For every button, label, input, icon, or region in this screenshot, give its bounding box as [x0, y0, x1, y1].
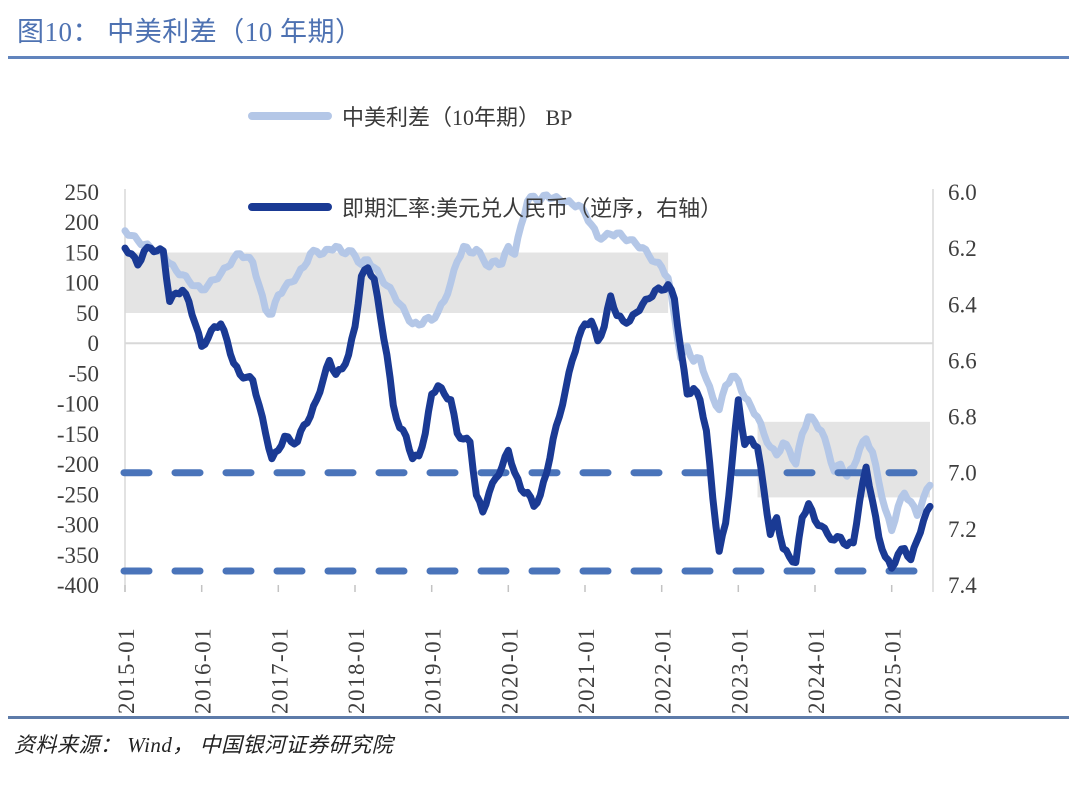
- figure-title: 图10： 中美利差（10 年期）: [17, 17, 363, 47]
- y-axis-left-label: -200: [57, 452, 99, 477]
- y-axis-left-label: 100: [65, 271, 100, 296]
- y-axis-right-label: 6.2: [948, 236, 977, 261]
- y-axis-left-label: 150: [65, 241, 100, 266]
- y-axis-left-label: 250: [65, 180, 100, 205]
- y-axis-right-label: 6.4: [948, 292, 977, 317]
- y-axis-right-label: 7.4: [948, 573, 977, 598]
- legend-label-cny: 即期汇率:美元兑人民币（逆序，右轴）: [342, 196, 723, 221]
- x-axis-label: 2020-01: [497, 627, 522, 714]
- legend-item-spread: 中美利差（10年期） BP: [248, 101, 572, 131]
- x-axis-label: 2025-01: [881, 627, 906, 714]
- x-axis-label: 2021-01: [574, 627, 599, 714]
- x-axis-label: 2024-01: [804, 627, 829, 714]
- y-axis-left-label: -100: [57, 392, 99, 417]
- y-axis-left-label: -400: [57, 573, 99, 598]
- legend-item-cny: 即期汇率:美元兑人民币（逆序，右轴）: [248, 192, 722, 222]
- spread-line-swatch-icon: [248, 112, 332, 120]
- legend-label-spread: 中美利差（10年期） BP: [342, 105, 573, 130]
- cny-line: [121, 243, 934, 572]
- footer-rule: [8, 716, 1069, 719]
- x-axis-label: 2016-01: [191, 627, 216, 714]
- y-axis-left-label: 200: [65, 210, 100, 235]
- y-axis-left-label: -150: [57, 422, 99, 447]
- y-axis-left-label: 50: [76, 301, 99, 326]
- spread-line: [121, 191, 934, 535]
- y-axis-right-label: 6.0: [948, 180, 977, 205]
- y-axis-right-label: 6.8: [948, 405, 977, 430]
- highlight-band: [757, 421, 930, 498]
- y-axis-left-label: 0: [88, 331, 100, 356]
- y-axis-left-label: -350: [57, 543, 99, 568]
- cny-line-swatch-icon: [248, 203, 332, 211]
- x-axis-label: 2022-01: [651, 627, 676, 714]
- y-axis-right-label: 6.6: [948, 348, 977, 373]
- x-axis-label: 2017-01: [267, 627, 292, 714]
- y-axis-left-label: -50: [68, 361, 99, 386]
- y-axis-left-label: -300: [57, 513, 99, 538]
- source-note: 资料来源： Wind， 中国银河证券研究院: [14, 733, 394, 757]
- y-axis-left-label: -250: [57, 482, 99, 507]
- x-axis-label: 2023-01: [727, 627, 752, 714]
- x-axis-label: 2018-01: [344, 627, 369, 714]
- x-axis-label: 2015-01: [114, 627, 139, 714]
- title-rule: [8, 56, 1069, 59]
- x-axis-label: 2019-01: [421, 627, 446, 714]
- y-axis-right-label: 7.0: [948, 461, 977, 486]
- y-axis-right-label: 7.2: [948, 517, 977, 542]
